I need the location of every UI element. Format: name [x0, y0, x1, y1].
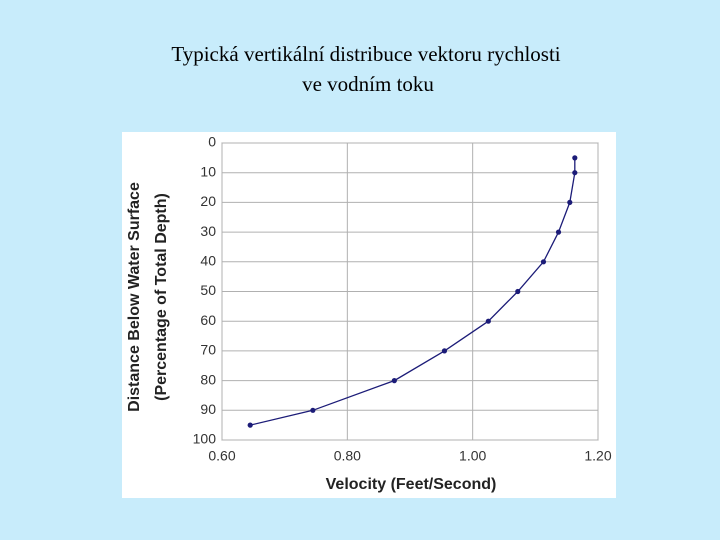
slide-title: Typická vertikální distribuce vektoru ry… [171, 42, 560, 66]
data-point [540, 259, 547, 265]
y-tick-label: 0 [208, 134, 216, 150]
y-axis-label: (Percentage of Total Depth) [153, 193, 170, 401]
y-tick-label: 80 [200, 371, 216, 387]
data-point [310, 407, 316, 413]
x-tick-label: 0.60 [208, 448, 235, 464]
data-point [567, 199, 573, 205]
slide-title: ve vodním toku [302, 72, 434, 96]
x-axis-label: Velocity (Feet/Second) [326, 476, 497, 493]
y-tick-label: 100 [193, 431, 217, 447]
y-tick-label: 20 [200, 193, 216, 209]
y-tick-label: 70 [200, 342, 216, 358]
x-tick-label: 0.80 [334, 448, 361, 464]
y-tick-label: 30 [200, 223, 216, 239]
y-tick-label: 40 [200, 253, 216, 269]
y-axis-label: Distance Below Water Surface [126, 182, 143, 412]
data-point [441, 348, 448, 354]
data-point [485, 318, 491, 324]
data-point [572, 170, 578, 176]
data-point [515, 288, 521, 295]
y-tick-label: 50 [200, 282, 216, 298]
data-point [555, 229, 562, 235]
data-point [247, 422, 253, 428]
y-tick-label: 60 [200, 312, 216, 328]
data-point [572, 155, 578, 161]
x-tick-label: 1.00 [459, 448, 486, 464]
x-tick-label: 1.20 [584, 448, 611, 464]
data-point [391, 378, 397, 384]
y-tick-label: 90 [200, 401, 216, 417]
y-tick-label: 10 [200, 163, 216, 179]
